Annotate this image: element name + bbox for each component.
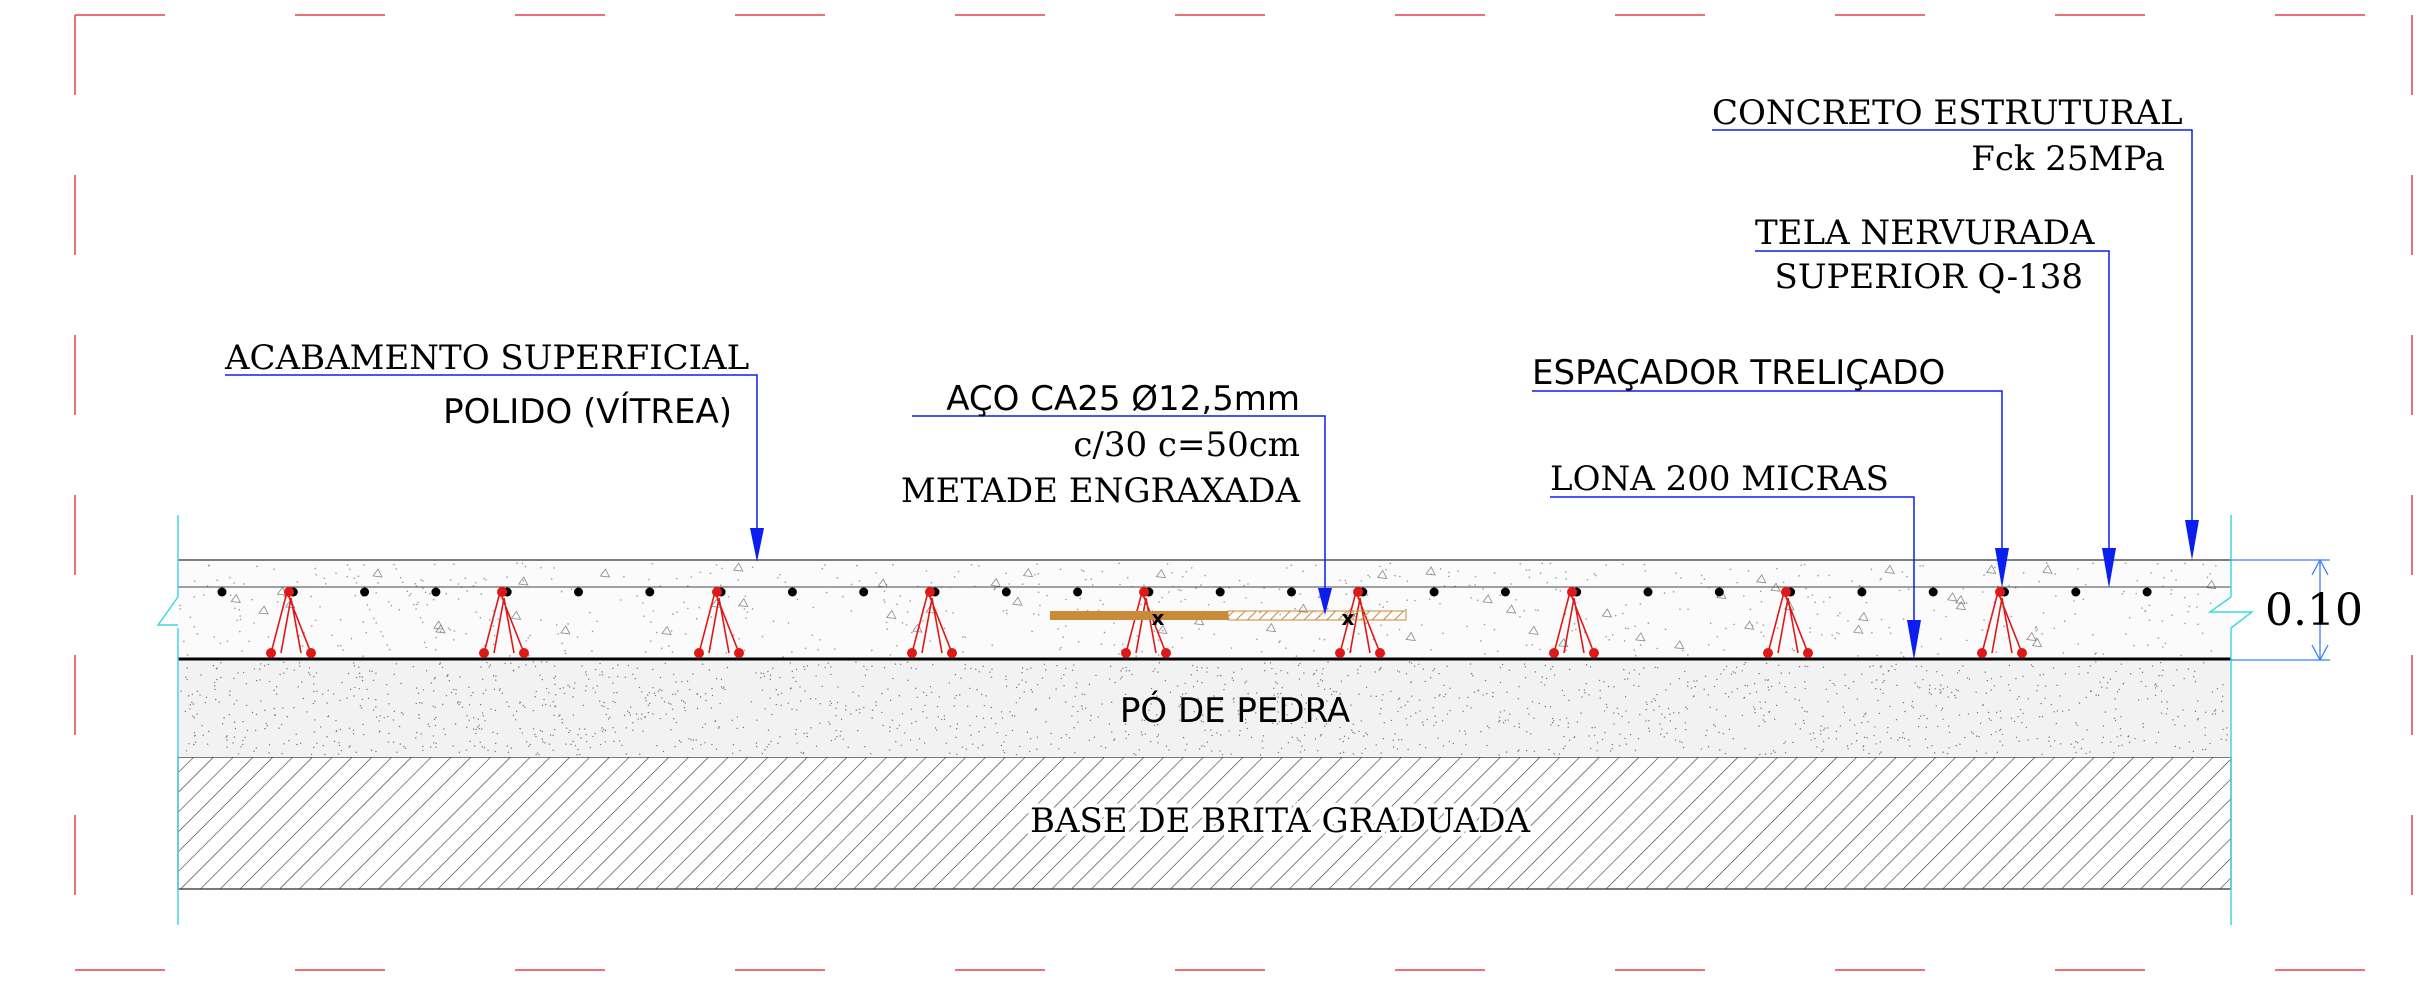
po-de-pedra-layer: [178, 660, 2231, 757]
callout-espacador: ESPAÇADOR TRELIÇADO: [1532, 353, 1945, 393]
callout-aco-line1: AÇO CA25 Ø12,5mm: [946, 379, 1300, 419]
spacer-truss: [907, 587, 957, 658]
mesh-bar-dot: [1857, 587, 1867, 597]
mesh-bar-dot: [431, 587, 441, 597]
mesh-bar-dot: [1643, 587, 1653, 597]
mesh-bar-dot: [2071, 587, 2081, 597]
mesh-bar-dot: [1429, 587, 1439, 597]
callout-concreto: CONCRETO ESTRUTURAL Fck 25MPa: [1712, 93, 2183, 179]
callout-tela-line2: SUPERIOR Q-138: [1775, 257, 2083, 297]
callout-espacador-line1: ESPAÇADOR TRELIÇADO: [1532, 353, 1945, 393]
spacer-truss: [1121, 587, 1171, 658]
spacer-truss: [1763, 587, 1813, 658]
mesh-bar-dot: [859, 587, 869, 597]
callout-acabamento-line2: POLIDO (VÍTREA): [443, 391, 732, 432]
thickness-label: 0.10: [2265, 585, 2363, 636]
callout-concreto-line2: Fck 25MPa: [1971, 139, 2165, 179]
layer-label-po-de-pedra: PÓ DE PEDRA: [1120, 690, 1350, 731]
mesh-bar-dot: [1073, 587, 1083, 597]
callout-concreto-line1: CONCRETO ESTRUTURAL: [1712, 93, 2183, 133]
callout-aco-line3: METADE ENGRAXADA: [901, 471, 1301, 511]
svg-text:x: x: [1152, 606, 1165, 630]
svg-text:x: x: [1342, 606, 1355, 630]
espacador-trelicado: [266, 587, 2027, 658]
mesh-bar-dot: [2142, 587, 2152, 597]
mesh-bar-dot: [574, 587, 583, 597]
tela-nervurada-bars: [217, 587, 2152, 597]
spacer-truss: [1335, 587, 1385, 658]
spacer-truss: [1977, 587, 2027, 658]
layer-label-base-brita: BASE DE BRITA GRADUADA: [1030, 801, 1531, 841]
spacer-truss: [266, 587, 316, 658]
mesh-bar-dot: [1714, 587, 1724, 597]
spacer-truss: [694, 587, 744, 658]
mesh-bar-dot: [1287, 587, 1296, 597]
mesh-bar-dot: [787, 587, 797, 597]
leader-lines: [225, 129, 2193, 640]
mesh-bar-dot: [645, 587, 655, 597]
leader-arrows: [750, 520, 2199, 660]
mesh-bar-dot: [1001, 587, 1011, 597]
callout-aco-line2: c/30 c=50cm: [1073, 425, 1300, 465]
callout-acabamento-line1: ACABAMENTO SUPERFICIAL: [224, 338, 749, 378]
callout-aco: AÇO CA25 Ø12,5mm c/30 c=50cm METADE ENGR…: [901, 379, 1301, 511]
mesh-bar-dot: [217, 587, 227, 597]
base-brita-layer: [177, 756, 2232, 890]
callout-acabamento: ACABAMENTO SUPERFICIAL POLIDO (VÍTREA): [224, 338, 749, 432]
mesh-bar-dot: [1215, 587, 1225, 597]
mesh-bar-dot: [1928, 587, 1938, 597]
callout-lona: LONA 200 MICRAS: [1550, 459, 1889, 499]
spacer-truss: [479, 587, 529, 658]
thickness-dimension: 0.10: [2231, 558, 2363, 662]
spacer-truss: [1549, 587, 1599, 658]
drawing-frame: [74, 14, 2413, 971]
callout-tela-line1: TELA NERVURADA: [1755, 213, 2095, 253]
section-edges: [156, 515, 2255, 925]
dowel-bar: x x: [1050, 606, 1407, 630]
mesh-bar-dot: [360, 587, 370, 597]
callout-lona-line1: LONA 200 MICRAS: [1550, 459, 1889, 499]
mesh-bar-dot: [1500, 587, 1510, 597]
callout-tela: TELA NERVURADA SUPERIOR Q-138: [1755, 213, 2095, 297]
